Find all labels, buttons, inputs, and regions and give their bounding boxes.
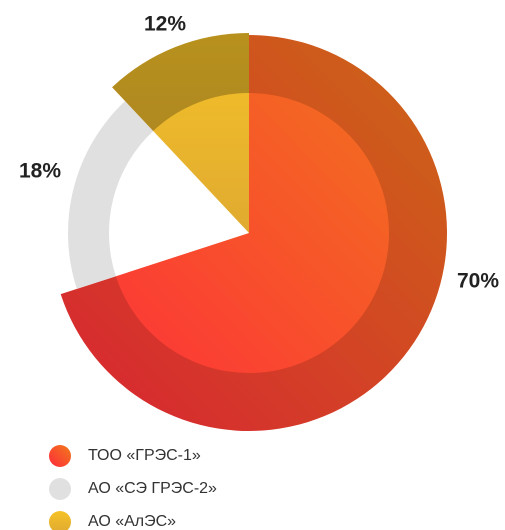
- slice-part: [60, 35, 448, 432]
- slice-part: [112, 33, 249, 233]
- pie-slice: [112, 33, 249, 233]
- value-label: 12%: [144, 13, 186, 36]
- legend-swatch: [49, 445, 71, 467]
- slice-part: [60, 35, 448, 432]
- legend-label: АО «СЭ ГРЭС-2»: [88, 480, 217, 497]
- legend-label: АО «АлЭС»: [88, 513, 176, 530]
- pie-slice: [68, 101, 154, 289]
- pie-slice: [60, 35, 448, 432]
- value-label: 18%: [19, 160, 61, 183]
- slice-part: [112, 33, 249, 131]
- legend-label: ТОО «ГРЭС-1»: [88, 447, 201, 464]
- legend-swatch: [49, 511, 71, 530]
- slice-part: [68, 101, 154, 289]
- legend-swatch: [49, 478, 71, 500]
- value-label: 70%: [457, 270, 499, 293]
